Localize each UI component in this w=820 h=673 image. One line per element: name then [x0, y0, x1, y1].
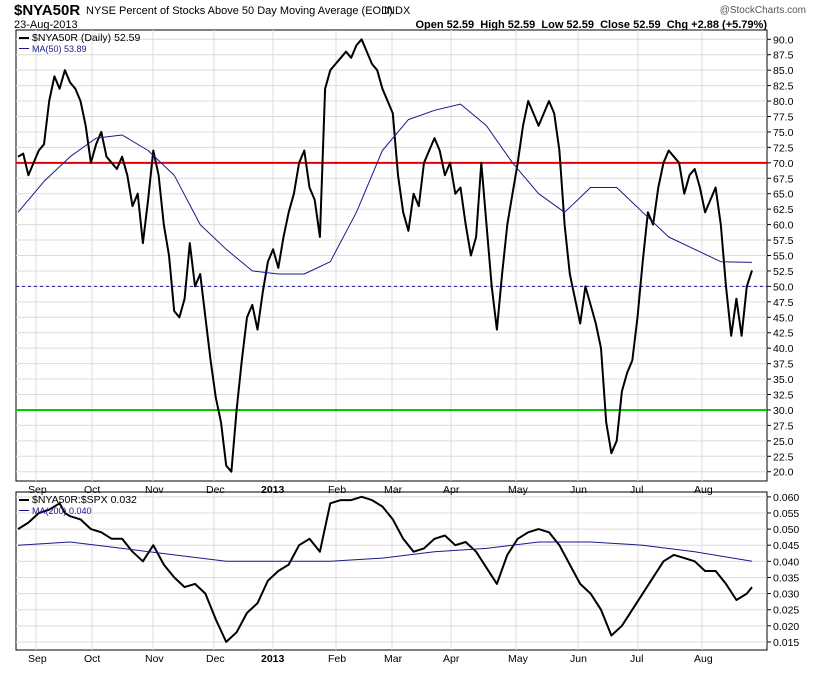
moving-average-line	[17, 103, 753, 275]
x-axis-labels: Sep Oct Nov Dec 2013 Feb Mar Apr May Jun Jul Aug Sep…	[28, 484, 713, 665]
y-tick-label: 57.5	[773, 235, 794, 247]
y-tick-label: 45.0	[773, 312, 794, 324]
legend-swatch	[19, 510, 29, 511]
symbol-description: NYSE Percent of Stocks Above 50 Day Movi…	[86, 5, 393, 17]
x-tick-label: Oct	[84, 484, 100, 496]
quote-summary: Open 52.59 High 52.59 Low 52.59 Close 52…	[415, 19, 767, 31]
x-tick-label: Nov	[145, 653, 164, 665]
x-tick-label: Jul	[630, 484, 643, 496]
price-line	[17, 38, 753, 473]
legend-entry: MA(200) 0.040	[32, 506, 92, 516]
x-tick-label: Mar	[384, 653, 403, 665]
moving-average-line	[17, 541, 753, 562]
y-tick-label: 75.0	[773, 127, 794, 139]
symbol-title: $NYA50R	[14, 2, 80, 19]
y-tick-label: 80.0	[773, 96, 794, 108]
y-tick-label: 20.0	[773, 467, 794, 479]
copyright-label: @StockCharts.com	[720, 5, 806, 16]
y-tick-label: 70.0	[773, 158, 794, 170]
ratio-grid	[16, 492, 767, 650]
y-tick-label: 47.5	[773, 297, 794, 309]
y-tick-label: 65.0	[773, 189, 794, 201]
y-tick-label: 25.0	[773, 436, 794, 448]
y-tick-label: 60.0	[773, 220, 794, 232]
legend-entry: $NYA50R (Daily) 52.59	[32, 32, 141, 44]
y-tick-label: 22.5	[773, 451, 794, 463]
main-series	[17, 38, 753, 473]
legend-swatch	[19, 48, 29, 49]
x-tick-label: May	[508, 653, 529, 665]
exchange-label: INDX	[384, 5, 411, 17]
x-tick-label: Aug	[694, 653, 713, 665]
chart-date: 23-Aug-2013	[14, 19, 78, 31]
x-tick-label: Apr	[443, 484, 460, 496]
x-tick-label: Feb	[328, 653, 346, 665]
y-tick-label: 27.5	[773, 420, 794, 432]
y-tick-label: 82.5	[773, 81, 794, 93]
y-tick-label: 77.5	[773, 111, 794, 123]
y-tick-label: 35.0	[773, 374, 794, 386]
y-tick-label: 0.030	[773, 589, 799, 601]
y-tick-label: 40.0	[773, 343, 794, 355]
price-line	[17, 495, 753, 643]
x-tick-label: Sep	[28, 484, 47, 496]
x-tick-label: 2013	[261, 653, 285, 665]
ratio-series	[17, 495, 753, 643]
x-tick-label: Dec	[206, 653, 225, 665]
y-tick-label: 42.5	[773, 328, 794, 340]
x-tick-label: 2013	[261, 484, 285, 496]
legend-entry: $NYA50R:$SPX 0.032	[32, 494, 137, 506]
x-tick-label: Jul	[630, 653, 643, 665]
y-tick-label: 0.035	[773, 572, 799, 584]
x-tick-label: Apr	[443, 653, 460, 665]
legend-swatch	[19, 499, 29, 501]
main-y-axis: 90.0 87.5 85.0 82.5 80.0 77.5 75.0 72.5 70.0 67.5…	[767, 34, 794, 479]
y-tick-label: 87.5	[773, 50, 794, 62]
x-tick-label: Feb	[328, 484, 346, 496]
x-tick-label: May	[508, 484, 529, 496]
y-tick-label: 0.015	[773, 637, 799, 649]
y-tick-label: 62.5	[773, 204, 794, 216]
x-tick-label: Nov	[145, 484, 164, 496]
y-tick-label: 0.050	[773, 524, 799, 536]
x-tick-label: Jun	[570, 484, 587, 496]
y-tick-label: 0.040	[773, 556, 799, 568]
ratio-y-axis: 0.060 0.055 0.050 0.045 0.040 0.035 0.030 0.025…	[767, 492, 799, 649]
x-tick-label: Jun	[570, 653, 587, 665]
x-tick-label: Mar	[384, 484, 403, 496]
legend-swatch	[19, 37, 29, 39]
y-tick-label: 0.060	[773, 492, 799, 504]
y-tick-label: 30.0	[773, 405, 794, 417]
x-tick-label: Dec	[206, 484, 225, 496]
legend-entry: MA(50) 53.89	[32, 44, 87, 54]
y-tick-label: 0.025	[773, 605, 799, 617]
y-tick-label: 32.5	[773, 390, 794, 402]
y-tick-label: 67.5	[773, 173, 794, 185]
y-tick-label: 90.0	[773, 34, 794, 46]
main-grid	[16, 30, 767, 481]
reference-lines	[16, 161, 767, 411]
y-tick-label: 0.045	[773, 540, 799, 552]
y-tick-label: 52.5	[773, 266, 794, 278]
x-tick-label: Oct	[84, 653, 100, 665]
y-tick-label: 37.5	[773, 359, 794, 371]
x-tick-label: Aug	[694, 484, 713, 496]
y-tick-label: 50.0	[773, 281, 794, 293]
y-tick-label: 72.5	[773, 142, 794, 154]
y-tick-label: 85.0	[773, 65, 794, 77]
y-tick-label: 0.020	[773, 621, 799, 633]
y-tick-label: 0.055	[773, 508, 799, 520]
x-tick-label: Sep	[28, 653, 47, 665]
y-tick-label: 55.0	[773, 251, 794, 263]
